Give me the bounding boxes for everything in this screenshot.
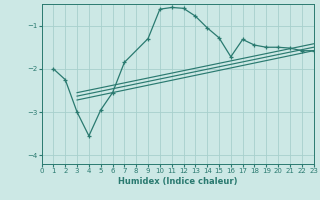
X-axis label: Humidex (Indice chaleur): Humidex (Indice chaleur) bbox=[118, 177, 237, 186]
